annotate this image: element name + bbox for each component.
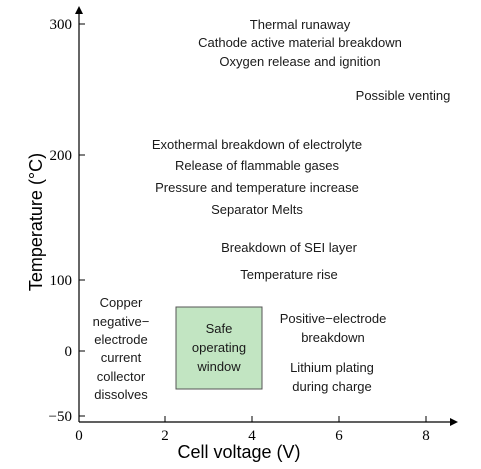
possible-venting-label: Possible venting xyxy=(356,88,451,103)
thermal-runaway-label: Thermal runaway xyxy=(250,17,351,32)
oxygen-release-label: Oxygen release and ignition xyxy=(219,54,380,69)
pressure-increase-label: Pressure and temperature increase xyxy=(155,180,359,195)
sei-breakdown-label: Breakdown of SEI layer xyxy=(221,240,358,255)
copper-line-5: collector xyxy=(97,369,146,384)
lithium-plating-line-2: during charge xyxy=(292,379,372,394)
separator-melts-label: Separator Melts xyxy=(211,202,303,217)
x-tick-label-4: 4 xyxy=(248,428,256,444)
x-tick-marks xyxy=(164,416,427,422)
y-tick-label-200: 200 xyxy=(50,148,73,164)
safe-window-line-2: operating xyxy=(192,340,246,355)
lithium-plating-line-1: Lithium plating xyxy=(290,360,374,375)
x-tick-label-6: 6 xyxy=(335,428,343,444)
copper-line-4: current xyxy=(101,350,142,365)
x-axis-title: Cell voltage (V) xyxy=(177,442,300,462)
positive-electrode-line-1: Positive−electrode xyxy=(280,311,387,326)
positive-electrode-line-2: breakdown xyxy=(301,330,365,345)
y-tick-label-300: 300 xyxy=(50,17,73,33)
y-tick-marks xyxy=(79,23,85,417)
flammable-gases-label: Release of flammable gases xyxy=(175,158,340,173)
x-tick-label-8: 8 xyxy=(422,428,430,444)
electrolyte-breakdown-label: Exothermal breakdown of electrolyte xyxy=(152,137,362,152)
x-tick-label-2: 2 xyxy=(161,428,169,444)
y-tick-label-0: 0 xyxy=(65,344,73,360)
copper-line-2: negative− xyxy=(93,314,150,329)
y-tick-label-100: 100 xyxy=(50,273,73,289)
copper-line-6: dissolves xyxy=(94,387,148,402)
safe-window-line-3: window xyxy=(196,359,241,374)
x-tick-label-0: 0 xyxy=(75,428,83,444)
temperature-rise-label: Temperature rise xyxy=(240,267,338,282)
copper-line-1: Copper xyxy=(100,295,143,310)
cathode-breakdown-label: Cathode active material breakdown xyxy=(198,35,402,50)
y-tick-label-minus50: −50 xyxy=(49,409,72,425)
y-axis-title: Temperature (°C) xyxy=(26,153,46,291)
copper-line-3: electrode xyxy=(94,332,147,347)
safe-window-line-1: Safe xyxy=(206,321,233,336)
safe-operating-window-box xyxy=(175,306,263,390)
